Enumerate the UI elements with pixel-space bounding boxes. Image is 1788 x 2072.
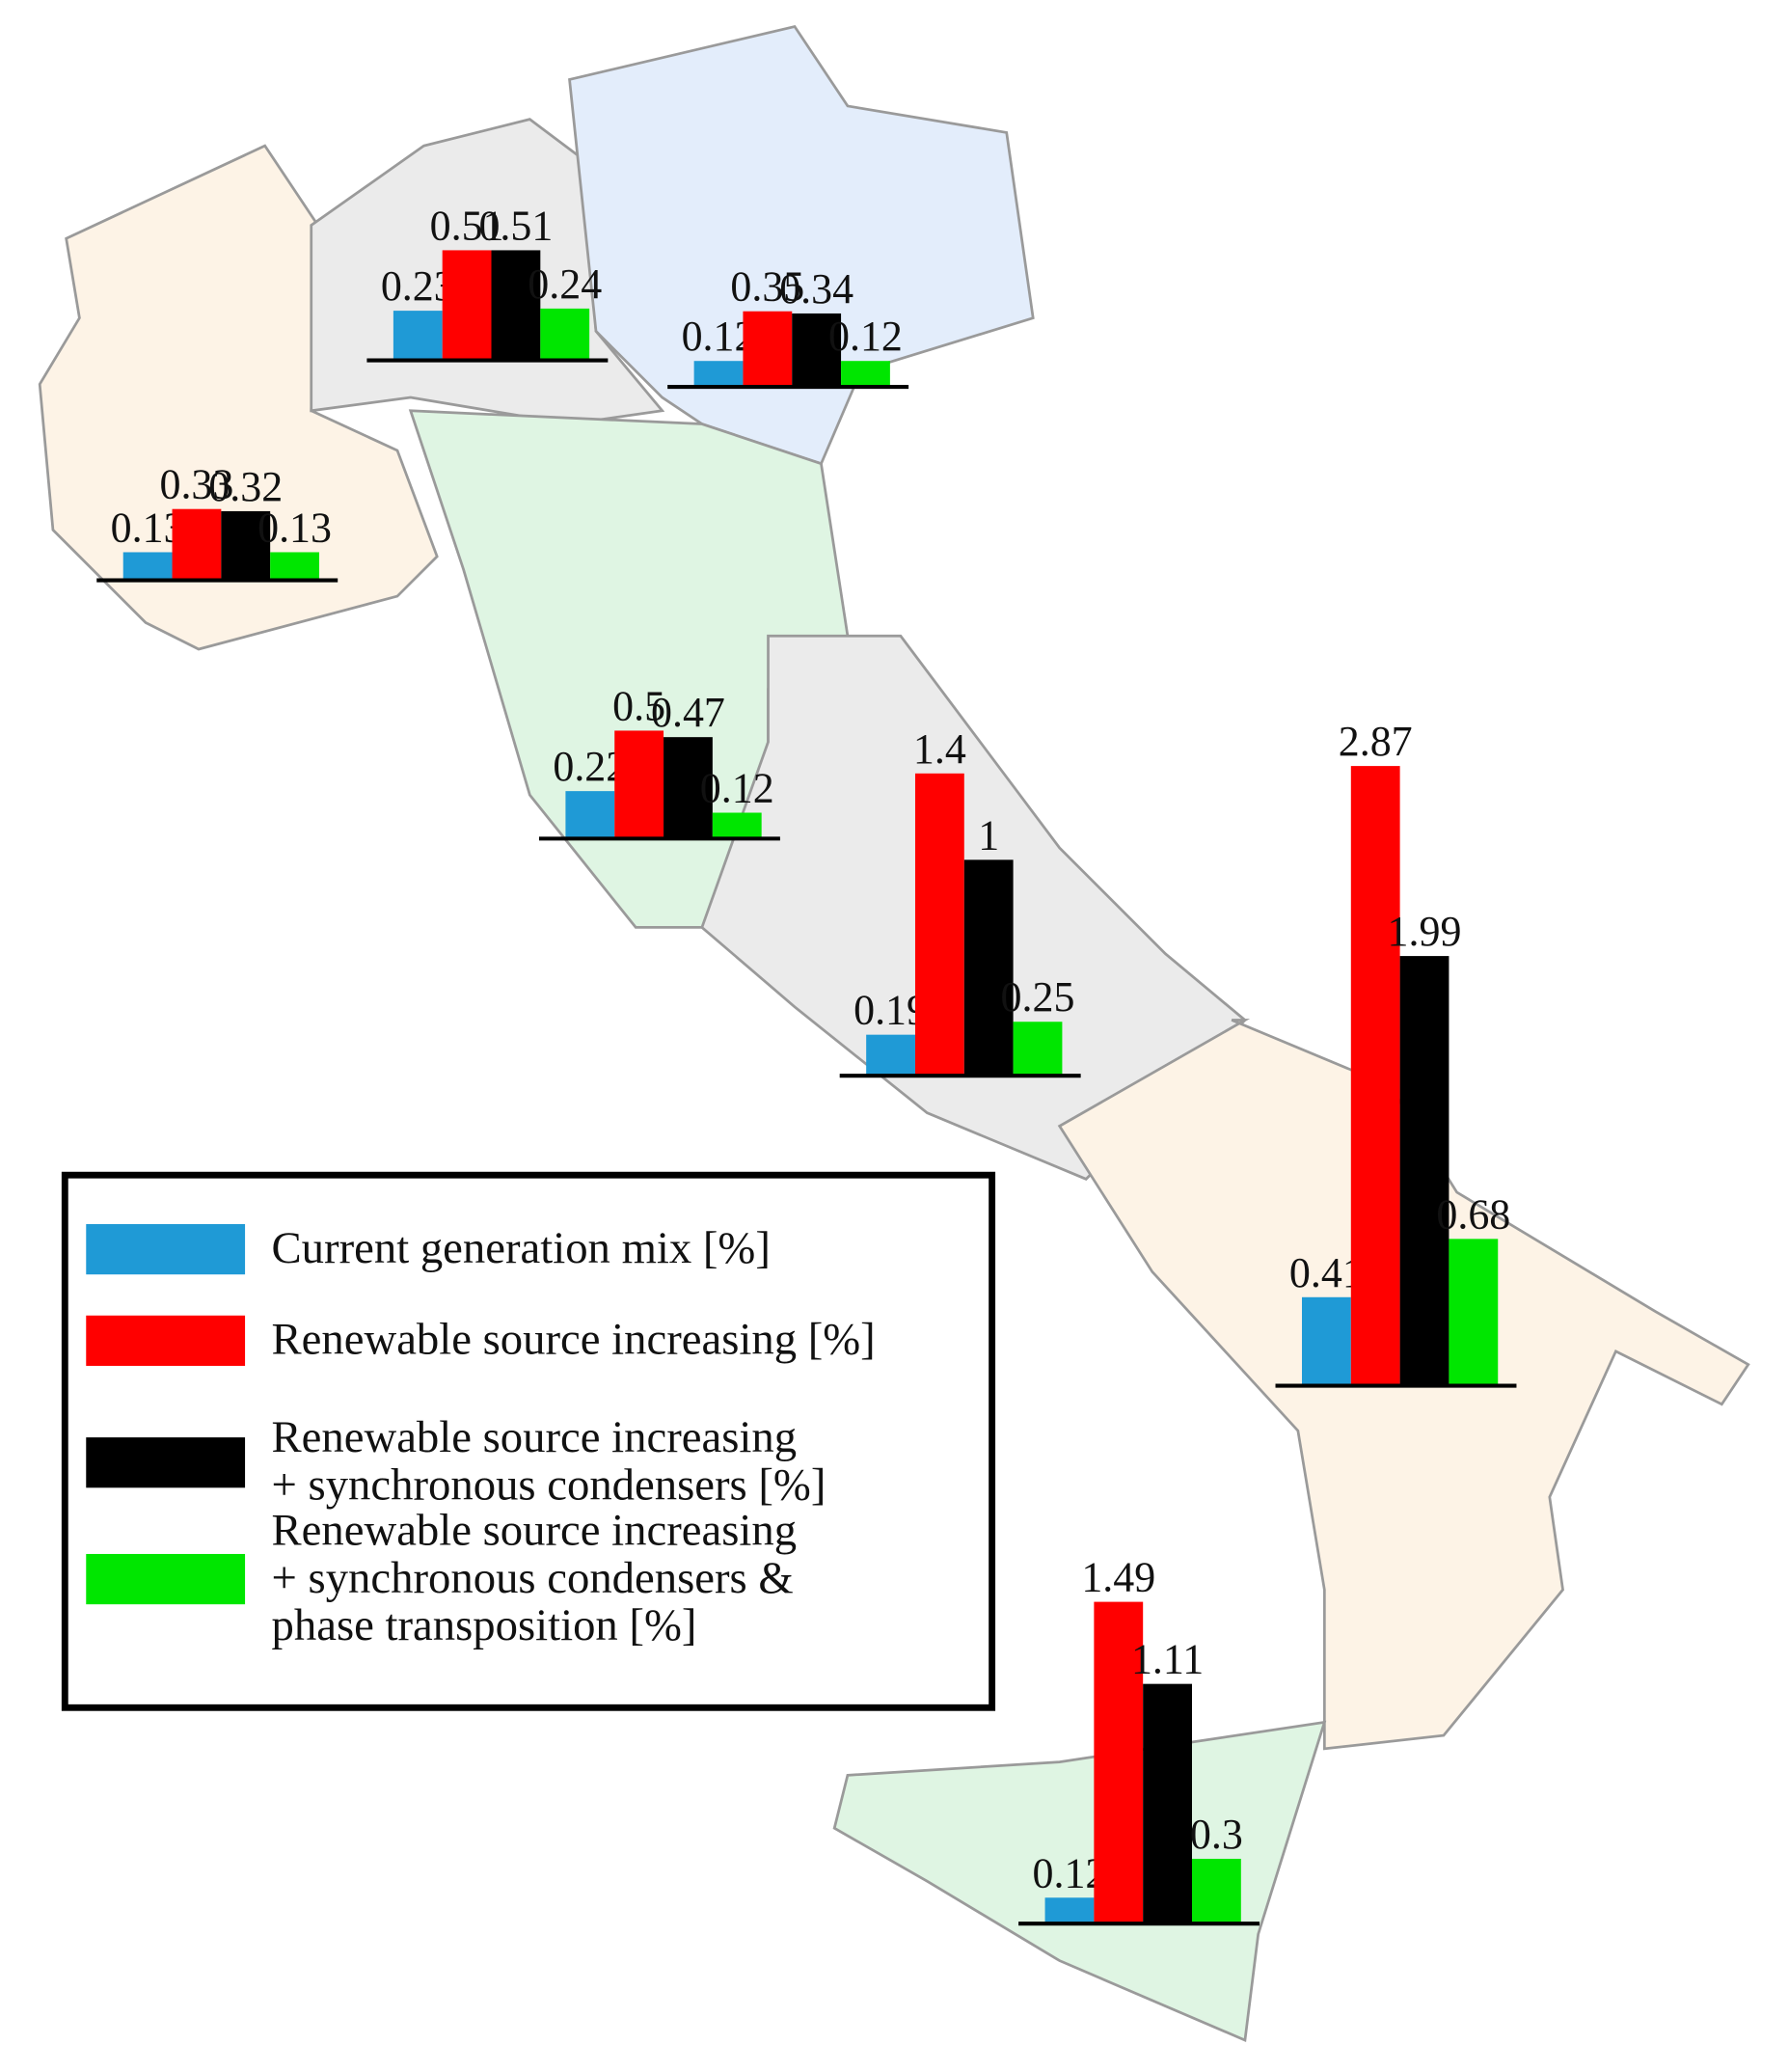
legend-label-box: Current generation mix [%]	[272, 1170, 974, 1329]
bar	[442, 250, 492, 361]
bar	[221, 510, 271, 581]
legend-label: Renewable source increasing + synchronou…	[271, 1413, 826, 1511]
bar	[1399, 956, 1449, 1386]
data-label: 0.35	[730, 263, 804, 311]
bar	[914, 773, 964, 1077]
legend-label-wrap: Renewable source increasing [%]	[272, 1261, 974, 1420]
data-label: 1.4	[913, 725, 966, 773]
legend-label-box: Renewable source increasing + synchronou…	[272, 1500, 974, 1659]
data-label: 0.25	[1001, 973, 1075, 1021]
bar-group: 0.412.871.990.68	[1275, 718, 1517, 1388]
bar-group: 0.130.330.320.13	[96, 461, 339, 583]
legend-label-wrap: Renewable source increasing + synchronou…	[272, 1500, 974, 1659]
data-label: 1	[978, 811, 999, 859]
data-label: 0.32	[208, 463, 283, 510]
bar	[792, 313, 842, 388]
data-label: 0.5	[612, 682, 665, 729]
bar	[1449, 1239, 1499, 1386]
legend-swatch	[86, 1224, 246, 1275]
bar	[614, 730, 664, 839]
bar-group: 0.120.350.340.12	[667, 263, 909, 390]
data-label: 1.99	[1388, 908, 1462, 955]
bar	[1350, 766, 1400, 1386]
data-label: 0.51	[430, 202, 504, 249]
legend-label-wrap: Renewable source increasing + synchronou…	[272, 1383, 974, 1542]
bar	[866, 1034, 915, 1077]
legend-swatch	[86, 1437, 246, 1488]
legend-label: Renewable source increasing + synchronou…	[271, 1506, 798, 1651]
bar	[393, 311, 443, 361]
bar-group: 0.121.491.110.3	[1018, 1554, 1260, 1926]
bar	[565, 791, 615, 839]
bar	[841, 361, 890, 388]
bar	[1143, 1683, 1192, 1924]
data-label: 0.33	[159, 461, 233, 508]
data-label: 0.12	[828, 313, 903, 360]
legend-label-box: Renewable source increasing + synchronou…	[272, 1383, 974, 1542]
legend-label-box: Renewable source increasing [%]	[272, 1261, 974, 1420]
bar	[540, 308, 590, 361]
legend: Current generation mix [%] Renewable sour…	[86, 1170, 974, 1659]
bar-group: 0.191.410.25	[839, 725, 1081, 1078]
bar	[1192, 1858, 1241, 1924]
bar-group: 0.230.510.510.24	[366, 202, 609, 363]
bar	[172, 508, 222, 581]
data-label: 0.24	[528, 260, 602, 308]
data-label: 2.87	[1339, 718, 1413, 765]
legend-swatch	[86, 1315, 246, 1366]
bar	[1044, 1897, 1095, 1924]
bar	[963, 859, 1014, 1077]
data-label: 0.3	[1190, 1811, 1243, 1858]
data-label: 0.68	[1436, 1190, 1510, 1238]
data-label: 1.49	[1081, 1554, 1155, 1601]
data-label: 0.34	[779, 265, 853, 313]
data-label: 1.11	[1131, 1636, 1204, 1683]
bar	[693, 361, 744, 388]
bar-groups: 0.130.330.320.130.230.510.510.240.120.35…	[96, 202, 1517, 1926]
bar	[491, 250, 541, 361]
legend-swatch	[86, 1553, 246, 1605]
data-label: 0.12	[700, 765, 774, 812]
data-label: 0.51	[478, 202, 553, 249]
legend-label: Renewable source increasing [%]	[271, 1315, 876, 1365]
bar	[1094, 1601, 1144, 1924]
bar	[1013, 1022, 1063, 1077]
legend-label: Current generation mix [%]	[271, 1224, 771, 1273]
bar	[122, 552, 173, 581]
legend-label-wrap: Current generation mix [%]	[272, 1170, 974, 1329]
bar	[664, 737, 713, 839]
bar	[270, 552, 319, 581]
bar	[712, 812, 762, 839]
bar	[1301, 1296, 1351, 1386]
data-label: 0.47	[651, 689, 725, 736]
data-label: 0.13	[257, 504, 332, 551]
bar-group: 0.220.50.470.12	[538, 682, 780, 841]
bar	[743, 311, 793, 388]
